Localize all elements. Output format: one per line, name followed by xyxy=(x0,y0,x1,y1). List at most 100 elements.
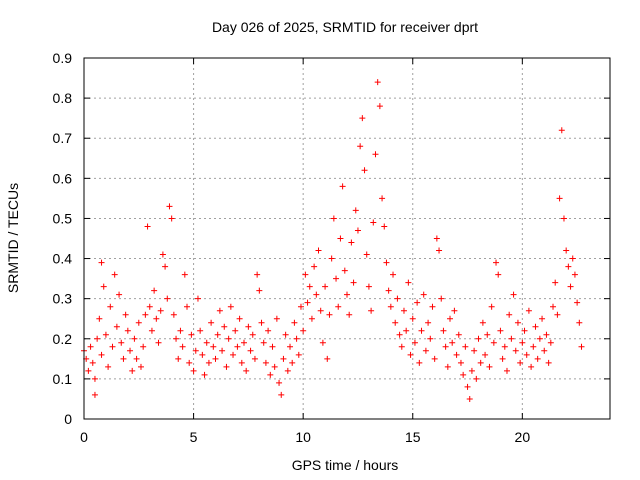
data-point xyxy=(350,279,357,286)
data-point xyxy=(576,319,583,326)
data-point xyxy=(486,363,493,370)
data-point xyxy=(365,283,372,290)
data-point xyxy=(532,323,539,330)
data-point xyxy=(91,375,98,382)
y-tick-label: 0.1 xyxy=(53,371,73,387)
data-point xyxy=(91,391,98,398)
data-point xyxy=(313,291,320,298)
data-point xyxy=(372,151,379,158)
data-point xyxy=(219,347,226,354)
data-point xyxy=(170,311,177,318)
data-point xyxy=(295,351,302,358)
data-point xyxy=(322,283,329,290)
data-point xyxy=(510,291,517,298)
y-axis-label: SRMTID / TECUs xyxy=(5,183,21,293)
data-point xyxy=(273,315,280,322)
data-point xyxy=(420,291,427,298)
data-point xyxy=(569,255,576,262)
data-point xyxy=(236,315,243,322)
data-point xyxy=(381,223,388,230)
y-tick-label: 0.7 xyxy=(53,130,73,146)
data-point xyxy=(376,103,383,110)
data-point xyxy=(304,299,311,306)
data-point xyxy=(89,359,96,366)
data-point xyxy=(361,167,368,174)
data-point xyxy=(282,331,289,338)
data-point xyxy=(243,367,250,374)
data-point xyxy=(155,339,162,346)
data-point xyxy=(168,215,175,222)
data-point xyxy=(142,311,149,318)
data-point xyxy=(385,287,392,294)
data-point xyxy=(379,195,386,202)
data-point xyxy=(499,355,506,362)
data-point xyxy=(127,347,134,354)
data-point xyxy=(457,359,464,366)
x-tick-label: 15 xyxy=(405,429,421,445)
y-tick-label: 0.5 xyxy=(53,210,73,226)
data-point xyxy=(326,311,333,318)
data-point xyxy=(232,327,239,334)
data-point xyxy=(297,303,304,310)
data-point xyxy=(501,343,508,350)
data-point xyxy=(449,339,456,346)
data-point xyxy=(560,215,567,222)
data-point xyxy=(471,347,478,354)
data-point xyxy=(240,339,247,346)
data-point xyxy=(444,363,451,370)
data-point xyxy=(528,363,535,370)
data-point xyxy=(554,311,561,318)
data-point xyxy=(403,327,410,334)
data-point xyxy=(245,323,252,330)
data-point xyxy=(262,359,269,366)
data-point xyxy=(216,307,223,314)
data-point xyxy=(98,259,105,266)
data-point xyxy=(284,367,291,374)
data-point xyxy=(438,295,445,302)
plot-frame xyxy=(83,57,611,420)
data-point xyxy=(267,371,274,378)
data-point xyxy=(319,339,326,346)
data-point xyxy=(539,315,546,322)
data-point xyxy=(547,339,554,346)
data-point xyxy=(363,251,370,258)
x-tick-label: 10 xyxy=(295,429,311,445)
data-point xyxy=(346,311,353,318)
data-point xyxy=(451,307,458,314)
data-point xyxy=(96,315,103,322)
data-point xyxy=(490,339,497,346)
y-tick-label: 0 xyxy=(64,411,72,427)
data-point xyxy=(249,331,256,338)
data-point xyxy=(374,79,381,86)
data-point xyxy=(462,343,469,350)
data-point xyxy=(258,319,265,326)
data-point xyxy=(276,379,283,386)
x-tick-label: 0 xyxy=(80,429,88,445)
data-point xyxy=(357,143,364,150)
data-point xyxy=(306,283,313,290)
data-point xyxy=(390,271,397,278)
data-point xyxy=(254,271,261,278)
data-point xyxy=(541,347,548,354)
y-tick-label: 0.2 xyxy=(53,331,73,347)
x-tick-label: 5 xyxy=(190,429,198,445)
data-point xyxy=(497,327,504,334)
x-axis-ticks: 0 5 10 15 20 xyxy=(80,58,530,445)
data-point xyxy=(414,299,421,306)
y-tick-label: 0.6 xyxy=(53,170,73,186)
data-point xyxy=(479,319,486,326)
data-point xyxy=(153,315,160,322)
data-point xyxy=(287,343,294,350)
data-point xyxy=(214,331,221,338)
data-point xyxy=(464,383,471,390)
data-point xyxy=(466,395,473,402)
data-point xyxy=(179,343,186,350)
data-point xyxy=(124,327,131,334)
data-point xyxy=(407,351,414,358)
data-point xyxy=(293,335,300,342)
data-point xyxy=(227,303,234,310)
data-point xyxy=(447,315,454,322)
data-point xyxy=(205,359,212,366)
data-point xyxy=(339,183,346,190)
